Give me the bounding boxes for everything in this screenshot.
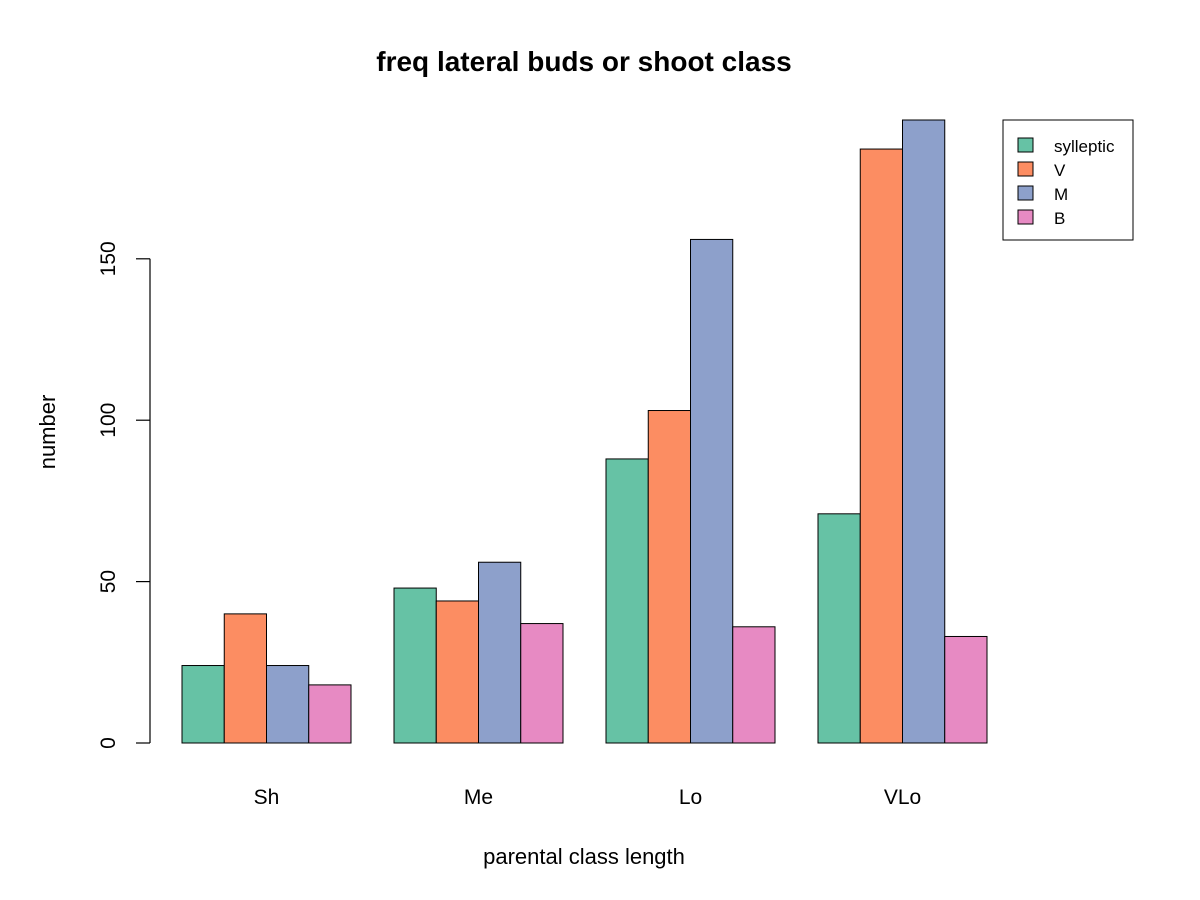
bar-sylleptic-lo [605,458,649,744]
x-tick-label: VLo [884,786,921,809]
x-tick-label: Lo [679,786,702,809]
y-axis: 0 50 100 150 [97,241,151,749]
legend-label: M [1054,185,1068,204]
bar-b-sh [308,684,352,744]
bar-b-vlo [944,635,988,744]
legend-swatch [1017,185,1034,201]
bar-v-lo [647,410,691,744]
legend-swatch [1017,137,1034,153]
bar-m-sh [266,665,310,744]
bar-m-me [478,561,522,744]
chart-title: freq lateral buds or shoot class [376,46,791,77]
y-tick-label: 50 [97,570,120,593]
bars-group [181,119,988,744]
legend-label: V [1054,161,1066,180]
bar-sylleptic-sh [181,665,225,744]
bar-b-lo [732,626,776,744]
x-tick-label: Me [464,786,493,809]
bar-v-sh [223,613,267,744]
x-axis-label: parental class length [483,844,685,869]
legend-swatch [1017,209,1034,225]
legend-label: B [1054,209,1065,228]
bar-v-vlo [859,148,903,744]
legend: sylleptic VMB [1002,119,1134,241]
bar-sylleptic-vlo [817,513,861,744]
y-tick-label: 0 [97,737,120,749]
bar-m-vlo [902,119,946,744]
y-tick-label: 100 [97,403,120,438]
bar-sylleptic-me [393,587,437,744]
bar-m-lo [690,238,734,744]
bar-b-me [520,623,564,744]
x-tick-labels: Sh Me Lo VLo [254,786,922,809]
y-axis-label: number [35,395,60,470]
y-tick-label: 150 [97,241,120,276]
x-tick-label: Sh [254,786,280,809]
legend-swatch [1017,161,1034,177]
bar-v-me [435,600,479,744]
legend-label: sylleptic [1054,137,1115,156]
